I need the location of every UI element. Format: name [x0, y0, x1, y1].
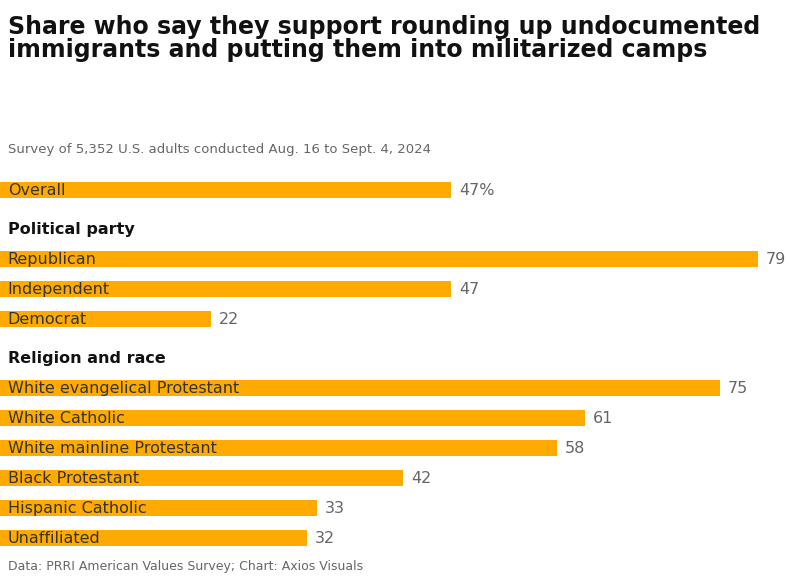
- Text: White mainline Protestant: White mainline Protestant: [8, 441, 216, 456]
- Bar: [0, 182, 451, 198]
- Text: Hispanic Catholic: Hispanic Catholic: [8, 501, 146, 516]
- Text: 32: 32: [315, 531, 335, 545]
- Text: Data: PRRI American Values Survey; Chart: Axios Visuals: Data: PRRI American Values Survey; Chart…: [8, 560, 363, 573]
- Text: Independent: Independent: [8, 282, 110, 297]
- Bar: [0, 251, 758, 267]
- Text: White Catholic: White Catholic: [8, 410, 125, 425]
- Bar: [0, 530, 307, 546]
- Text: Political party: Political party: [8, 222, 135, 236]
- Text: Democrat: Democrat: [8, 311, 87, 327]
- Text: 47: 47: [459, 282, 479, 297]
- Bar: [0, 281, 451, 297]
- Text: 61: 61: [593, 410, 614, 425]
- Text: 47%: 47%: [459, 183, 494, 197]
- Text: Republican: Republican: [8, 251, 97, 267]
- Bar: [0, 380, 720, 396]
- Text: Survey of 5,352 U.S. adults conducted Aug. 16 to Sept. 4, 2024: Survey of 5,352 U.S. adults conducted Au…: [8, 143, 430, 155]
- Text: 79: 79: [766, 251, 786, 267]
- Text: 22: 22: [219, 311, 239, 327]
- Text: 42: 42: [411, 471, 431, 485]
- Text: 75: 75: [727, 381, 748, 396]
- Text: Overall: Overall: [8, 183, 65, 197]
- Text: 58: 58: [564, 441, 585, 456]
- Text: 33: 33: [324, 501, 345, 516]
- Text: White evangelical Protestant: White evangelical Protestant: [8, 381, 239, 396]
- Text: Religion and race: Religion and race: [8, 350, 165, 365]
- Bar: [0, 410, 586, 426]
- Text: Unaffiliated: Unaffiliated: [8, 531, 101, 545]
- Bar: [0, 501, 316, 516]
- Text: Share who say they support rounding up undocumented: Share who say they support rounding up u…: [8, 15, 760, 38]
- Bar: [0, 470, 403, 486]
- Text: Black Protestant: Black Protestant: [8, 471, 139, 485]
- Bar: [0, 311, 211, 327]
- Text: immigrants and putting them into militarized camps: immigrants and putting them into militar…: [8, 38, 708, 62]
- Bar: [0, 440, 556, 456]
